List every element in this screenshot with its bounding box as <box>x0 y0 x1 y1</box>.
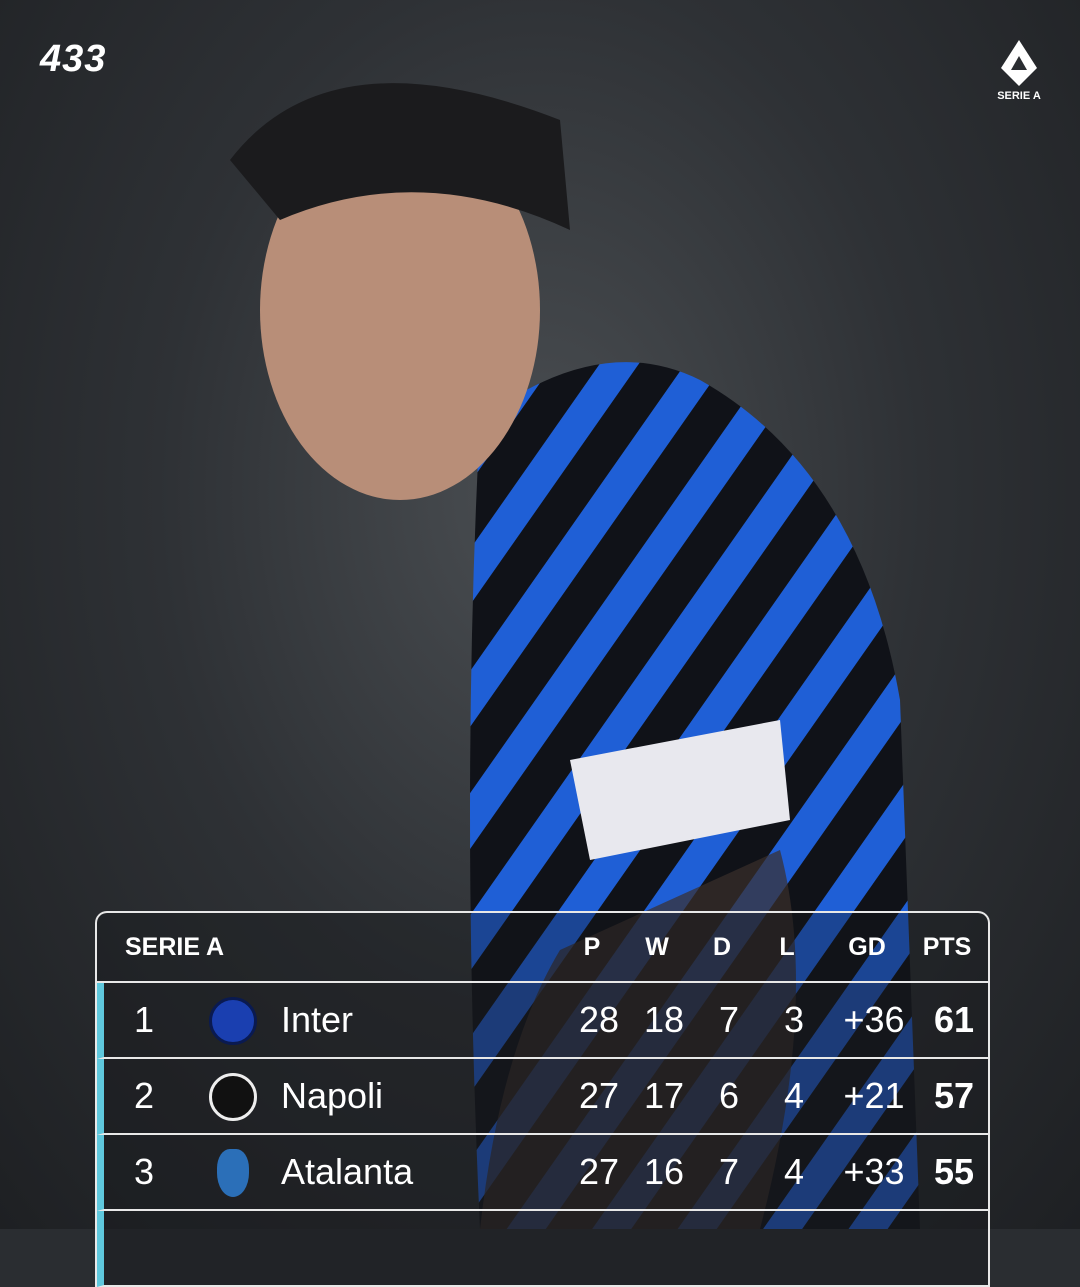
col-gd: GD <box>848 932 886 961</box>
atalanta-crest-icon <box>217 1149 249 1197</box>
col-d: D <box>712 932 732 961</box>
table-row: 1 Inter 28 18 7 3 +36 61 <box>97 983 988 1059</box>
lost: 4 <box>783 1151 805 1192</box>
inter-crest-icon <box>209 997 257 1045</box>
team-name: Atalanta <box>281 1151 414 1192</box>
drawn: 7 <box>718 999 740 1040</box>
points: 61 <box>933 999 975 1040</box>
player-photo <box>230 83 920 1229</box>
played: 27 <box>578 1151 620 1192</box>
played: 27 <box>578 1075 620 1116</box>
lost: 4 <box>783 1075 805 1116</box>
goal-difference: +21 <box>843 1075 905 1116</box>
goal-difference: +33 <box>843 1151 905 1192</box>
rank: 1 <box>133 999 155 1040</box>
won: 17 <box>643 1075 685 1116</box>
table-row: 2 Napoli 27 17 6 4 +21 57 <box>97 1059 988 1135</box>
drawn: 6 <box>718 1075 740 1116</box>
points: 57 <box>933 1075 975 1116</box>
serie-a-logo: SERIE A <box>990 38 1048 102</box>
team-name: Inter <box>281 999 354 1040</box>
goal-difference: +36 <box>843 999 905 1040</box>
table-row: 3 Atalanta 27 16 7 4 +33 55 <box>97 1135 988 1211</box>
table-title: SERIE A <box>125 932 225 961</box>
won: 16 <box>643 1151 685 1192</box>
team-name: Napoli <box>281 1075 384 1116</box>
col-p: P <box>583 932 601 961</box>
brand-logo: 433 <box>40 38 107 80</box>
rank: 3 <box>133 1151 155 1192</box>
won: 18 <box>643 999 685 1040</box>
standings-table: SERIE A P W D L GD PTS 1 Inter 28 18 7 3… <box>95 911 990 1287</box>
table-row-partial <box>97 1211 988 1287</box>
napoli-crest-icon <box>209 1073 257 1121</box>
col-w: W <box>645 932 669 961</box>
played: 28 <box>578 999 620 1040</box>
serie-a-logo-text: SERIE A <box>997 90 1041 102</box>
lost: 3 <box>783 999 805 1040</box>
rank: 2 <box>133 1075 155 1116</box>
col-pts: PTS <box>922 932 972 961</box>
drawn: 7 <box>718 1151 740 1192</box>
points: 55 <box>933 1151 975 1192</box>
col-l: L <box>779 932 795 961</box>
table-header: SERIE A P W D L GD PTS <box>97 913 988 983</box>
serie-a-shield-icon <box>1001 40 1037 86</box>
